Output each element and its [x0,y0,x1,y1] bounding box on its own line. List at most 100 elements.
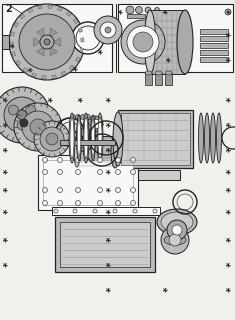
Circle shape [58,188,63,193]
Polygon shape [12,52,16,56]
Bar [60,222,150,267]
Bar [155,73,162,85]
Circle shape [58,170,63,174]
Polygon shape [73,19,78,24]
Ellipse shape [177,10,193,74]
Circle shape [43,201,47,205]
Ellipse shape [77,115,82,161]
Ellipse shape [91,119,94,157]
Ellipse shape [83,113,89,163]
Circle shape [46,133,58,145]
Circle shape [70,115,75,119]
Circle shape [121,20,165,64]
Circle shape [9,4,85,80]
Bar [200,50,228,55]
Ellipse shape [69,113,75,163]
Bar [150,10,185,74]
Circle shape [0,87,50,143]
Polygon shape [37,47,44,56]
Circle shape [26,105,36,115]
Circle shape [225,9,231,15]
Circle shape [105,27,111,33]
Polygon shape [50,47,57,56]
Circle shape [8,105,18,115]
Polygon shape [48,5,52,8]
Circle shape [127,26,159,58]
Polygon shape [37,28,44,37]
Circle shape [161,226,189,254]
Polygon shape [32,73,36,77]
Circle shape [94,16,122,44]
Polygon shape [78,28,82,32]
Ellipse shape [70,117,74,159]
Circle shape [76,26,100,50]
Circle shape [93,209,97,213]
Ellipse shape [161,212,193,232]
Polygon shape [69,65,74,70]
Ellipse shape [97,113,103,163]
Polygon shape [80,48,83,52]
Circle shape [43,170,47,174]
Bar [145,73,152,85]
Circle shape [145,7,151,13]
Bar [43,160,133,205]
Polygon shape [34,38,41,46]
Circle shape [130,201,136,205]
Polygon shape [61,71,66,76]
Bar [121,113,190,165]
Ellipse shape [165,71,172,75]
Ellipse shape [90,115,95,161]
Polygon shape [53,38,60,46]
Circle shape [43,157,47,163]
Circle shape [75,115,81,119]
Circle shape [17,120,27,130]
Polygon shape [20,14,25,19]
Circle shape [75,157,81,163]
Polygon shape [42,76,46,79]
Circle shape [154,7,160,12]
Circle shape [113,209,117,213]
Circle shape [115,170,121,174]
Ellipse shape [145,71,152,75]
Circle shape [20,119,28,127]
Polygon shape [23,68,28,73]
Ellipse shape [111,136,119,168]
Circle shape [87,116,103,132]
Circle shape [72,22,104,54]
Bar [2,35,9,49]
Bar [2,4,112,72]
Circle shape [90,119,100,129]
Ellipse shape [144,10,156,74]
Bar [52,207,160,215]
Circle shape [98,188,102,193]
Ellipse shape [84,117,88,159]
Bar [55,217,155,272]
Polygon shape [76,57,80,62]
Polygon shape [16,60,21,65]
Circle shape [172,225,182,235]
Polygon shape [58,7,62,11]
Circle shape [43,188,47,193]
Circle shape [98,201,102,205]
Polygon shape [38,5,42,9]
Bar [200,57,228,62]
Bar [85,170,180,180]
Ellipse shape [98,117,102,159]
Circle shape [75,170,81,174]
Polygon shape [28,8,33,13]
Circle shape [136,6,142,13]
Ellipse shape [78,119,81,157]
Ellipse shape [204,113,209,163]
Circle shape [17,110,27,120]
Bar [118,4,233,72]
Circle shape [115,157,121,163]
Circle shape [115,201,121,205]
Polygon shape [52,75,56,79]
Circle shape [115,188,121,193]
Circle shape [86,115,90,119]
Ellipse shape [113,112,123,166]
Circle shape [40,35,54,49]
Circle shape [75,201,81,205]
Bar [118,110,193,168]
Bar [200,36,228,41]
